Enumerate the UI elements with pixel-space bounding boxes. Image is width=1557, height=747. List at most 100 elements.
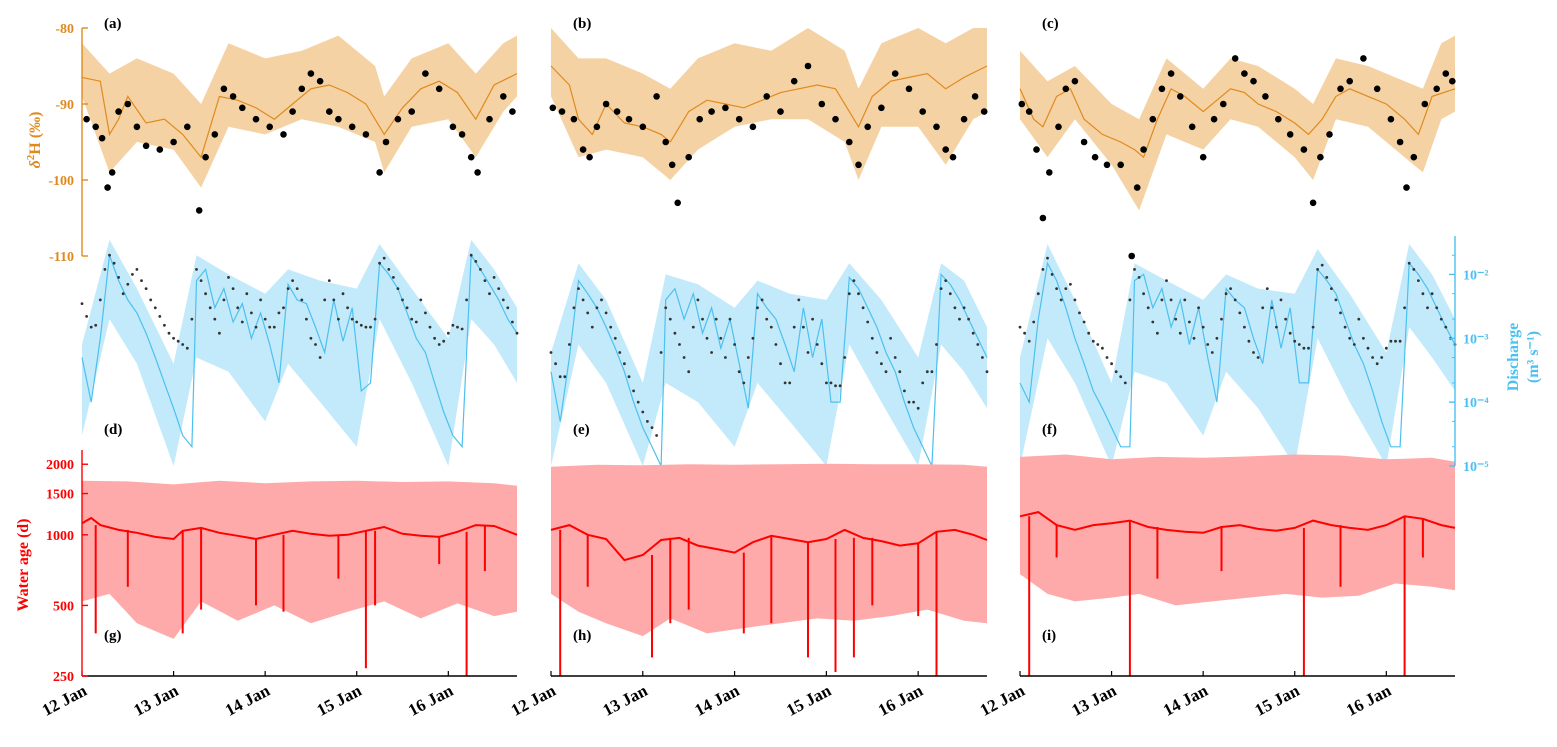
isotope-observed-point [326, 108, 333, 115]
discharge-observed-point [222, 298, 226, 302]
discharge-observed-point [1403, 306, 1406, 310]
discharge-model-line [81, 253, 518, 449]
discharge-observed-point [181, 343, 185, 346]
isotope-observed-point [593, 123, 601, 131]
isotope-observed-point [1117, 161, 1124, 169]
discharge-observed-point [1210, 351, 1214, 354]
isotope-observed-point [289, 108, 296, 115]
discharge-observed-point [153, 306, 157, 310]
isotope-model-line [550, 65, 988, 143]
panel-label: (e) [573, 422, 590, 438]
discharge-observed-point [259, 298, 262, 302]
isotope-observed-point [211, 131, 219, 138]
isotope-observed-point [133, 123, 141, 131]
isotope-observed-point [509, 108, 516, 115]
discharge-observed-point [1311, 325, 1315, 329]
discharge-observed-point [604, 311, 608, 315]
discharge-observed-point [460, 327, 464, 331]
discharge-observed-point [163, 323, 166, 327]
isotope-observed-point [1033, 146, 1040, 153]
discharge-observed-point [1023, 331, 1026, 335]
discharge-observed-point [172, 336, 176, 340]
isotope-observed-point [942, 146, 949, 153]
discharge-observed-point [705, 336, 709, 340]
discharge-observed-point [140, 279, 143, 282]
discharge-observed-point [1238, 311, 1242, 315]
isotope-observed-point [625, 115, 633, 123]
discharge-observed-point [176, 339, 180, 343]
discharge-tick-label: 10⁻⁴ [1463, 396, 1489, 411]
water-age-median-line [1019, 511, 1456, 534]
isotope-observed-point [1128, 252, 1135, 260]
isotope-observed-point [280, 131, 287, 138]
isotope-observed-point [307, 70, 315, 77]
discharge-observed-point [627, 375, 631, 379]
discharge-observed-point [1133, 268, 1136, 271]
discharge-observed-point [572, 306, 576, 310]
isotope-observed-point [1062, 85, 1070, 93]
isotope-observed-point [362, 131, 370, 138]
isotope-observed-point [142, 142, 150, 150]
discharge-observed-point [277, 311, 281, 315]
isotope-observed-point [229, 93, 237, 100]
discharge-observed-point [889, 336, 892, 340]
discharge-observed-point [227, 276, 230, 279]
discharge-observed-point [563, 375, 567, 379]
discharge-observed-point [1192, 336, 1196, 340]
isotope-observed-point [1250, 77, 1257, 85]
isotope-observed-point [696, 115, 703, 123]
discharge-observed-point [1188, 320, 1191, 324]
isotope-observed-point [1199, 153, 1207, 161]
discharge-observed-point [1046, 256, 1049, 260]
discharge-observed-point [884, 370, 888, 374]
discharge-observed-point [337, 317, 340, 321]
discharge-observed-point [678, 343, 681, 346]
x-tick-label: 16 Jan [875, 681, 927, 720]
discharge-observed-point [797, 298, 801, 302]
discharge-observed-point [659, 351, 663, 354]
isotope-observed-point [1158, 85, 1166, 93]
discharge-observed-point [939, 287, 943, 290]
isotope-observed-point [1275, 115, 1282, 123]
isotope-observed-point [335, 115, 342, 123]
discharge-observed-point [847, 292, 851, 296]
discharge-tick-label: 10⁻² [1463, 268, 1489, 283]
discharge-observed-point [437, 343, 441, 346]
isotope-observed-point [1177, 93, 1184, 100]
isotope-observed-point [790, 77, 798, 85]
discharge-observed-point [820, 362, 824, 366]
discharge-observed-point [1330, 287, 1333, 290]
discharge-panel-3: (f) [1018, 244, 1457, 466]
discharge-observed-point [595, 306, 599, 310]
water-age-uncertainty-band [551, 463, 987, 637]
discharge-observed-point [756, 306, 759, 310]
discharge-observed-point [80, 302, 84, 305]
isotope-observed-point [394, 115, 402, 123]
discharge-observed-point [1348, 336, 1352, 340]
discharge-observed-point [204, 292, 208, 296]
discharge-observed-point [1215, 336, 1219, 340]
isotope-observed-point [1133, 184, 1141, 191]
discharge-observed-point [577, 287, 580, 290]
discharge-observed-point [208, 306, 212, 310]
discharge-observed-point [1435, 306, 1439, 310]
discharge-observed-point [930, 370, 934, 374]
isotope-observed-point [104, 184, 111, 191]
isotope-observed-point [558, 108, 566, 115]
discharge-observed-point [1384, 346, 1388, 350]
isotope-observed-point [763, 93, 770, 100]
discharge-observed-point [714, 317, 718, 321]
discharge-observed-point [870, 336, 874, 340]
x-axis-1: 12 Jan 13 Jan 14 Jan 15 Jan 16 Jan [39, 671, 517, 720]
isotope-observed-point [1337, 85, 1344, 93]
isotope-observed-point [170, 138, 177, 146]
isotope-panels-layer: (a) (b) (c) [81, 16, 1456, 260]
isotope-observed-point [586, 153, 593, 161]
isotope-observed-point [1018, 100, 1026, 108]
isotope-observed-point [818, 100, 826, 108]
discharge-observed-point [1050, 273, 1054, 276]
isotope-observed-point [500, 93, 507, 100]
isotope-tick-label: -100 [48, 174, 74, 189]
discharge-observed-point [1247, 339, 1251, 343]
discharge-observed-point [474, 260, 478, 263]
